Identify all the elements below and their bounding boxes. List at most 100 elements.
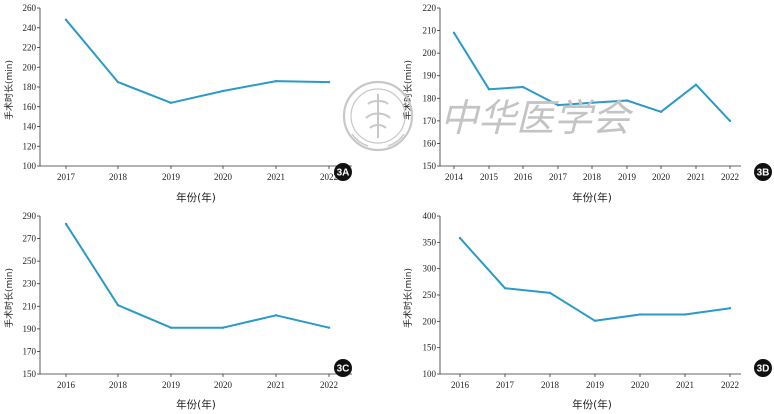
y-axis-label: 手术时长(min) (3, 60, 15, 120)
y-tick-label: 220 (23, 43, 37, 53)
data-point (728, 119, 732, 123)
y-tick-label: 150 (23, 369, 37, 379)
y-tick-label: 210 (423, 26, 437, 36)
data-point (274, 314, 278, 317)
x-tick-label: 2022 (721, 172, 739, 182)
y-tick-label: 120 (23, 141, 37, 151)
y-tick-label: 200 (423, 316, 437, 326)
y-tick-label: 160 (23, 102, 37, 112)
x-tick-label: 2021 (267, 172, 285, 182)
chart-panel-3d: 100 150 200 250 300 350 400 2016 2017 2018 2019 202… (402, 211, 772, 411)
y-tick-label: 300 (423, 264, 437, 274)
y-tick-label: 160 (423, 138, 437, 148)
data-point (458, 236, 462, 240)
panel-badge (754, 163, 772, 181)
data-point (556, 103, 560, 107)
x-tick-label: 2020 (631, 380, 650, 390)
watermark: 中华医学会 (342, 80, 634, 152)
y-tick-label: 200 (423, 48, 437, 58)
data-point (659, 110, 663, 114)
x-tick-label: 2018 (109, 172, 128, 182)
panel-badge-label: 3B (757, 168, 770, 179)
x-tick-label: 2020 (214, 172, 233, 182)
chart-panel-3a: 100 120 140 160 180 200 220 240 260 2017 2018 2019 2… (3, 3, 352, 204)
data-point (169, 326, 173, 329)
data-point (487, 88, 491, 91)
x-tick-label: 2022 (721, 380, 739, 390)
y-tick-label: 270 (23, 234, 37, 244)
data-point (452, 31, 456, 35)
x-tick-label: 2021 (687, 172, 705, 182)
data-point (590, 101, 594, 105)
series-line (65, 19, 330, 104)
x-tick-label: 2016 (514, 172, 533, 182)
chinese-medical-association-seal-icon (342, 80, 414, 152)
y-tick-label: 150 (423, 343, 437, 353)
data-point (116, 80, 120, 84)
y-axis-label: 手术时长(min) (402, 268, 414, 328)
data-point (593, 319, 597, 323)
y-tick-label: 260 (23, 3, 37, 13)
x-tick-label: 2017 (549, 172, 568, 182)
y-tick-label: 170 (23, 346, 37, 356)
x-tick-label: 2022 (320, 380, 338, 390)
x-tick-label: 2022 (320, 172, 338, 182)
x-tick-label: 2020 (214, 380, 233, 390)
data-point (327, 326, 331, 329)
x-tick-label: 2017 (57, 172, 76, 182)
x-axis-label: 年份(年) (176, 398, 216, 411)
y-tick-label: 230 (23, 279, 37, 289)
x-tick-label: 2014 (445, 172, 464, 182)
y-tick-label: 140 (23, 122, 37, 132)
x-tick-label: 2020 (652, 172, 671, 182)
watermark-text: 中华医学会 (440, 96, 634, 140)
x-tick-label: 2019 (162, 380, 181, 390)
y-tick-label: 400 (423, 211, 437, 221)
chart-panel-3b: 150 160 170 180 190 200 210 220 2014 2015 2016 2017… (402, 3, 772, 204)
data-point (274, 79, 278, 83)
y-tick-label: 170 (423, 116, 437, 126)
y-tick-label: 190 (423, 71, 437, 81)
y-tick-label: 100 (23, 161, 37, 171)
data-point (116, 303, 120, 307)
x-tick-label: 2018 (583, 172, 602, 182)
data-point (548, 291, 552, 295)
data-point (694, 83, 698, 86)
y-tick-label: 220 (423, 3, 437, 13)
x-tick-label: 2021 (676, 380, 694, 390)
data-point (64, 222, 68, 226)
data-point (503, 286, 507, 290)
y-tick-label: 100 (423, 369, 437, 379)
series-line (65, 223, 330, 329)
x-tick-label: 2018 (541, 380, 560, 390)
panel-badge (754, 359, 772, 377)
x-tick-label: 2019 (586, 380, 605, 390)
x-tick-label: 2019 (162, 172, 181, 182)
y-tick-label: 180 (423, 93, 437, 103)
data-point (728, 306, 732, 310)
data-point (169, 101, 173, 105)
x-tick-label: 2016 (451, 380, 470, 390)
x-tick-label: 2016 (57, 380, 76, 390)
data-point (521, 85, 525, 89)
data-point (683, 313, 687, 316)
y-tick-label: 290 (23, 211, 37, 221)
data-point (221, 326, 225, 329)
x-axis-label: 年份(年) (572, 191, 612, 204)
panel-badge-label: 3A (337, 168, 350, 179)
chart-panel-3c: 150 170 190 210 230 250 270 290 2016 2018 2019 2020… (3, 211, 352, 411)
x-axis-label: 年份(年) (176, 191, 216, 204)
y-tick-label: 210 (23, 301, 37, 311)
y-tick-label: 240 (23, 23, 37, 33)
data-point (327, 80, 331, 84)
data-point (625, 99, 629, 102)
x-tick-label: 2021 (267, 380, 285, 390)
y-tick-label: 180 (23, 82, 37, 92)
y-tick-label: 190 (23, 324, 37, 334)
panel-badge (334, 163, 352, 181)
x-axis-label: 年份(年) (572, 398, 612, 411)
x-tick-label: 2017 (496, 380, 515, 390)
data-point (221, 89, 225, 93)
data-point (64, 18, 68, 22)
data-point (638, 313, 642, 316)
